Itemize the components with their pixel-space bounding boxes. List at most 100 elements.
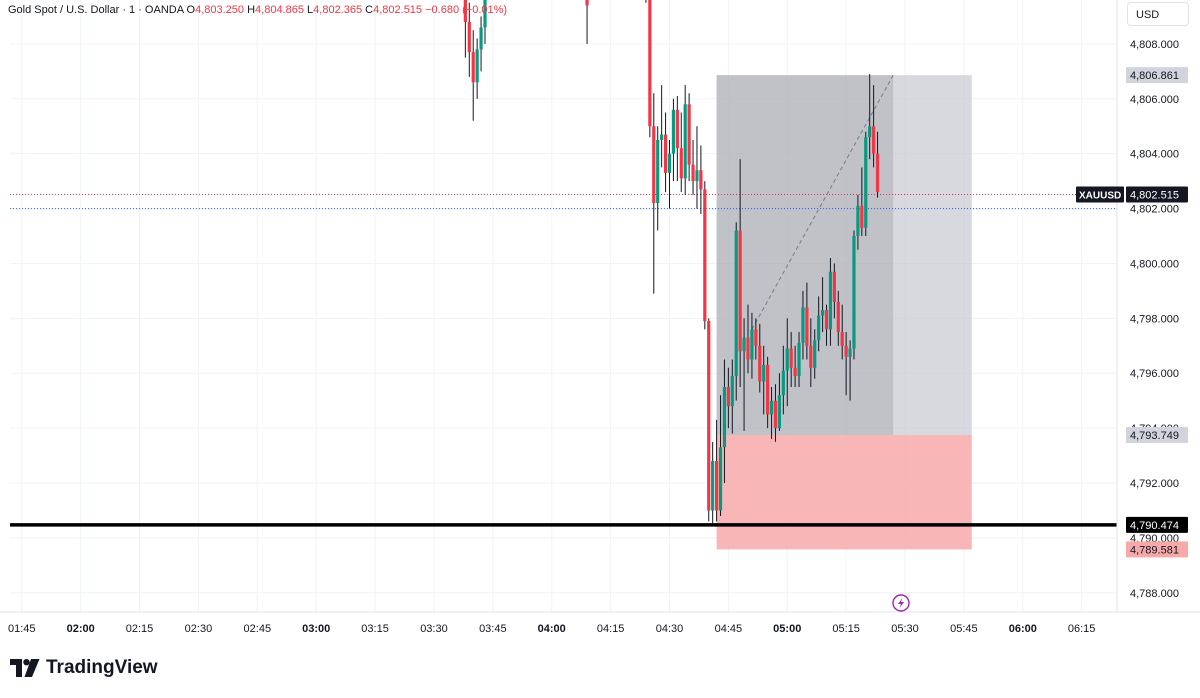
candle-body — [585, 0, 589, 6]
candle — [679, 112, 683, 193]
candle — [699, 145, 703, 215]
x-tick-label: 02:30 — [185, 623, 213, 635]
candle — [648, 0, 652, 138]
symbol-label-bg — [1076, 186, 1124, 203]
x-tick-label: 04:15 — [597, 623, 625, 635]
candle — [652, 93, 656, 294]
candle — [875, 131, 880, 198]
logo-text: TradingView — [46, 657, 158, 678]
candle — [645, 0, 647, 3]
axes: 4,788.0004,790.0004,792.0004,794.0004,79… — [0, 0, 1200, 635]
candle-body — [479, 27, 483, 50]
candle — [726, 367, 730, 429]
loss-zone[interactable] — [716, 435, 972, 550]
candle — [868, 74, 872, 160]
candle-body — [836, 301, 840, 333]
low-value: 4,802.365 — [313, 4, 363, 16]
y-tick-label: 4,788.000 — [1130, 588, 1179, 600]
candle-body — [844, 345, 848, 357]
candle-body — [652, 126, 656, 204]
x-tick-label: 05:15 — [832, 623, 860, 635]
currency-button[interactable]: USD — [1127, 2, 1189, 26]
high-value: 4,804.865 — [255, 4, 304, 16]
candle-body — [805, 307, 809, 346]
price-label: 4,806.861 — [1130, 70, 1179, 82]
x-tick-label: 01:45 — [8, 623, 36, 635]
candle-body — [781, 370, 785, 396]
candle-body — [852, 236, 856, 349]
candle-body — [675, 109, 679, 149]
candle — [864, 131, 868, 237]
candle-body — [722, 386, 727, 448]
candle-body — [663, 134, 668, 173]
position-tool[interactable] — [716, 74, 972, 550]
candle — [840, 304, 844, 360]
candle-body — [809, 345, 813, 368]
candle — [722, 359, 727, 484]
candle-body — [707, 321, 711, 511]
symbol-label: XAUUSD — [1079, 190, 1121, 201]
candle-body — [828, 271, 833, 330]
price-label-bg — [1126, 186, 1188, 203]
candle — [718, 395, 723, 516]
candle-body — [703, 189, 707, 322]
candle — [766, 356, 770, 429]
high-label: H — [247, 4, 256, 16]
candle-body — [746, 337, 750, 360]
candle — [789, 332, 793, 387]
candle-body — [754, 329, 758, 346]
candle — [769, 386, 774, 440]
candle — [860, 167, 864, 237]
price-label: 4,789.581 — [1130, 544, 1179, 556]
candle — [738, 159, 742, 387]
symbol-title: Gold Spot / U.S. Dollar · 1 · OANDA — [8, 4, 184, 16]
candle-body — [726, 386, 730, 407]
profit-zone-filled[interactable] — [716, 75, 894, 436]
x-tick-label: 05:45 — [950, 623, 978, 635]
x-tick-label: 03:00 — [302, 623, 330, 635]
x-tick-label: 04:45 — [715, 623, 743, 635]
candle — [479, 16, 483, 72]
horizontal-lines — [10, 193, 1117, 527]
candle — [463, 0, 467, 58]
candle — [809, 318, 813, 387]
y-tick-label: 4,806.000 — [1130, 94, 1179, 106]
candle-body — [864, 137, 868, 228]
candle — [471, 30, 475, 121]
candle — [813, 329, 817, 379]
candle-body — [679, 148, 683, 179]
candle — [848, 340, 852, 401]
candle-body — [832, 271, 836, 302]
candle-body — [750, 329, 754, 360]
candle — [742, 318, 746, 431]
event-marker[interactable] — [892, 594, 910, 612]
candle-body — [718, 447, 723, 511]
y-tick-label: 4,804.000 — [1130, 149, 1179, 161]
candle-body — [691, 164, 695, 182]
candle — [671, 98, 676, 182]
tradingview-logo[interactable]: TradingView — [10, 657, 158, 679]
candle — [707, 318, 711, 522]
candle-body — [848, 348, 852, 357]
candle — [695, 126, 699, 209]
candle-body — [766, 365, 770, 415]
y-tick-label: 4,808.000 — [1130, 39, 1179, 51]
candle — [585, 0, 589, 44]
candle-body — [793, 367, 797, 376]
price-label-bg — [1126, 427, 1188, 444]
candle-body — [868, 126, 872, 138]
candle — [483, 0, 487, 44]
candle-body — [687, 104, 691, 165]
candle-body — [872, 126, 876, 154]
price-label-bg — [1126, 67, 1188, 84]
candle — [805, 282, 809, 360]
candle — [844, 332, 848, 396]
candle-body — [762, 365, 766, 382]
candle-body — [483, 0, 487, 28]
candle-body — [820, 310, 825, 316]
close-label: C — [365, 4, 374, 16]
candle — [730, 359, 734, 434]
lightning-icon[interactable] — [898, 598, 904, 608]
candle — [663, 112, 668, 193]
